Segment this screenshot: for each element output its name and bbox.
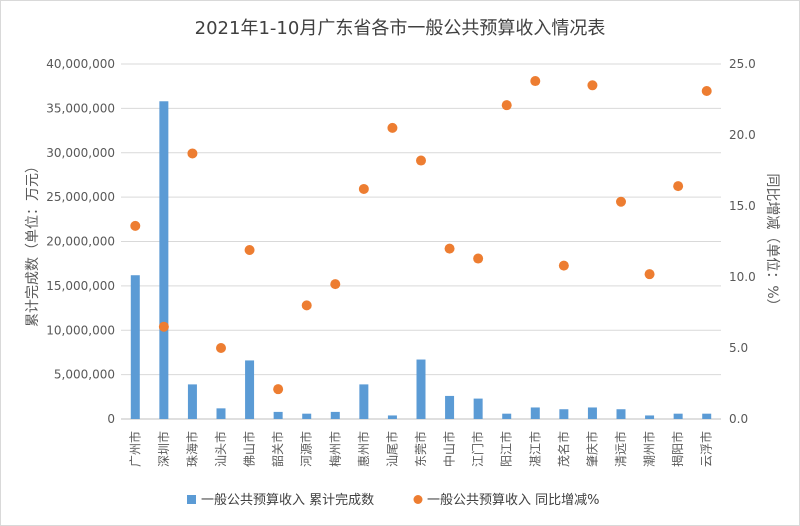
category-label: 揭阳市: [670, 431, 685, 467]
bar: [273, 411, 283, 419]
left-tick-label: 15,000,000: [46, 279, 115, 293]
category-label: 阳江市: [499, 431, 514, 467]
bar: [416, 359, 426, 419]
category-label: 潮州市: [642, 431, 657, 467]
bar: [616, 409, 626, 419]
scatter-point: [530, 76, 541, 87]
category-label: 湛江市: [527, 431, 542, 467]
scatter-point: [644, 269, 655, 280]
category-label: 江门市: [470, 431, 485, 467]
category-label: 汕头市: [213, 431, 228, 467]
left-tick-label: 35,000,000: [46, 101, 115, 115]
category-labels: 广州市 深圳市 珠海市 汕头市 佛山市 韶关市 河源市 梅州市 惠州市 汕尾市 东莞市 中山市 江门市阳…: [127, 431, 713, 467]
category-label: 佛山市: [242, 431, 257, 467]
bar: [330, 411, 340, 419]
category-label: 东莞市: [413, 431, 428, 467]
right-tick-label: 25.0: [729, 57, 756, 71]
scatter-point: [273, 384, 284, 395]
left-tick-label: 30,000,000: [46, 146, 115, 160]
category-label: 汕尾市: [384, 431, 399, 467]
right-tick-label: 10.0: [729, 270, 756, 284]
right-axis-ticks: 0.0 5.0 10.0 15.0 20.0 25.0: [729, 57, 756, 426]
bar: [587, 407, 597, 419]
left-axis-ticks: 0 5,000,000 10,000,000 15,000,000 20,000,000…: [46, 57, 115, 426]
bar: [216, 408, 226, 419]
bar: [702, 413, 712, 419]
scatter-point: [673, 181, 684, 192]
category-label: 梅州市: [327, 431, 342, 467]
scatter-point: [158, 321, 169, 332]
scatter-point: [473, 253, 484, 264]
left-tick-label: 40,000,000: [46, 57, 115, 71]
category-label: 中山市: [442, 431, 457, 467]
bar: [445, 395, 455, 419]
right-tick-label: 20.0: [729, 128, 756, 142]
bar: [473, 398, 483, 419]
scatter-point: [301, 300, 312, 311]
scatter-point: [187, 148, 198, 159]
scatter-point: [616, 196, 626, 207]
scatter-point: [587, 80, 598, 91]
bar: [159, 101, 169, 420]
bar: [530, 407, 540, 419]
category-label: 茂名市: [556, 431, 571, 467]
right-tick-label: 5.0: [729, 341, 748, 355]
category-label: 珠海市: [184, 431, 199, 467]
bar: [387, 415, 397, 419]
bar: [673, 413, 683, 419]
scatter-point: [130, 220, 141, 231]
legend: 一般公共预算收入 累计完成数 一般公共预算收入 同比增减%: [187, 492, 600, 508]
bar: [559, 409, 569, 419]
left-axis-title: 累计完成数（单位：万元）: [25, 159, 41, 327]
bar: [359, 384, 369, 419]
scatter-point: [701, 85, 712, 96]
left-tick-label: 5,000,000: [54, 368, 115, 382]
bar: [645, 415, 655, 419]
legend-bar-label: 一般公共预算收入 累计完成数: [201, 492, 374, 508]
legend-dot-swatch: [413, 495, 423, 504]
category-label: 云浮市: [699, 431, 714, 467]
scatter-point: [416, 155, 426, 166]
gridlines: [121, 63, 721, 420]
right-axis-title: 同比增减（单位：%）: [764, 173, 780, 312]
scatter-point: [330, 279, 341, 290]
scatter-point: [558, 260, 569, 271]
chart-title: 2021年1-10月广东省各市一般公共预算收入情况表: [195, 18, 606, 39]
scatter-point: [444, 243, 455, 254]
legend-dot-label: 一般公共预算收入 同比增减%: [427, 492, 600, 508]
right-tick-label: 15.0: [729, 199, 756, 213]
scatter-point: [358, 183, 369, 194]
scatter-point: [244, 245, 255, 256]
bar: [130, 275, 140, 419]
bar: [187, 384, 197, 419]
scatter-point: [216, 343, 226, 353]
bar-series: [130, 101, 712, 420]
scatter-point: [387, 122, 398, 133]
left-tick-label: 0: [107, 412, 115, 426]
category-label: 深圳市: [156, 431, 171, 467]
bar: [245, 360, 255, 419]
bar: [502, 413, 512, 419]
category-label: 韶关市: [270, 431, 285, 467]
left-tick-label: 20,000,000: [46, 235, 115, 249]
scatter-point: [501, 100, 512, 111]
bar: [302, 413, 312, 419]
right-tick-label: 0.0: [729, 412, 748, 426]
left-tick-label: 10,000,000: [46, 323, 115, 337]
category-label: 惠州市: [356, 431, 371, 467]
category-label: 河源市: [299, 431, 314, 467]
scatter-series: [130, 76, 712, 395]
left-tick-label: 25,000,000: [46, 190, 115, 204]
category-label: 清远市: [613, 431, 628, 467]
category-label: 广州市: [127, 431, 142, 467]
legend-bar-swatch: [187, 495, 196, 504]
category-label: 肇庆市: [584, 431, 599, 467]
